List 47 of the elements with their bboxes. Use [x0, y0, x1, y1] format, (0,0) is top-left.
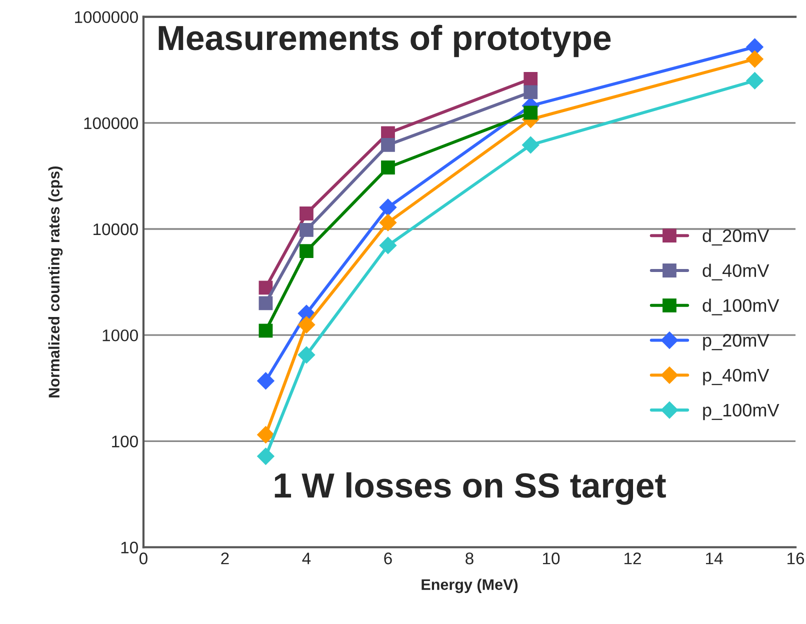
x-tick-label: 8 [466, 552, 474, 564]
y-tick-label: 10000 [94, 223, 138, 236]
point [381, 160, 395, 174]
y-tick-label: 100 [112, 436, 138, 448]
point [379, 236, 397, 254]
point [258, 324, 273, 338]
point [298, 316, 316, 334]
legend-label: d_20mV [702, 228, 770, 246]
y-tick-label: 100000 [84, 117, 138, 130]
legend-label: p_100mV [703, 404, 780, 420]
point [300, 206, 314, 220]
x-tick-label: 14 [706, 552, 723, 564]
point [257, 426, 274, 444]
x-tick-label: 12 [624, 552, 641, 564]
point [300, 222, 314, 237]
point [381, 138, 395, 152]
x-axis-title: Energy (MeV) [422, 578, 518, 594]
y-axis-title: Normalized counting rates (cps) [48, 166, 63, 398]
point [258, 296, 273, 310]
x-tick-label: 10 [543, 552, 560, 564]
point [746, 72, 764, 90]
point [524, 106, 538, 120]
point [524, 72, 538, 86]
point [257, 448, 274, 465]
y-tick-label: 1000 [102, 329, 138, 342]
legend-label: d_100mV [702, 298, 780, 316]
legend-label: d_40mV [702, 264, 770, 280]
point [524, 85, 538, 100]
point [379, 214, 397, 232]
y-tick-label: 10 [121, 542, 138, 554]
legend-label: p_40mV [703, 368, 770, 386]
x-tick-label: 4 [302, 552, 311, 564]
x-tick-label: 6 [384, 552, 392, 564]
legend-label: p_20mV [703, 334, 770, 350]
point [522, 136, 540, 154]
chart-title: Measurements of prototype [158, 24, 611, 58]
point [298, 346, 316, 364]
point [257, 372, 274, 390]
x-tick-label: 16 [788, 552, 804, 564]
x-tick-label: 0 [139, 552, 148, 564]
point [300, 244, 314, 258]
point [258, 280, 273, 295]
x-tick-label: 2 [221, 552, 229, 564]
point [379, 198, 397, 216]
point [746, 50, 764, 68]
annotation: 1 W losses on SS target [274, 472, 666, 505]
y-tick-label: 1000000 [75, 11, 138, 24]
